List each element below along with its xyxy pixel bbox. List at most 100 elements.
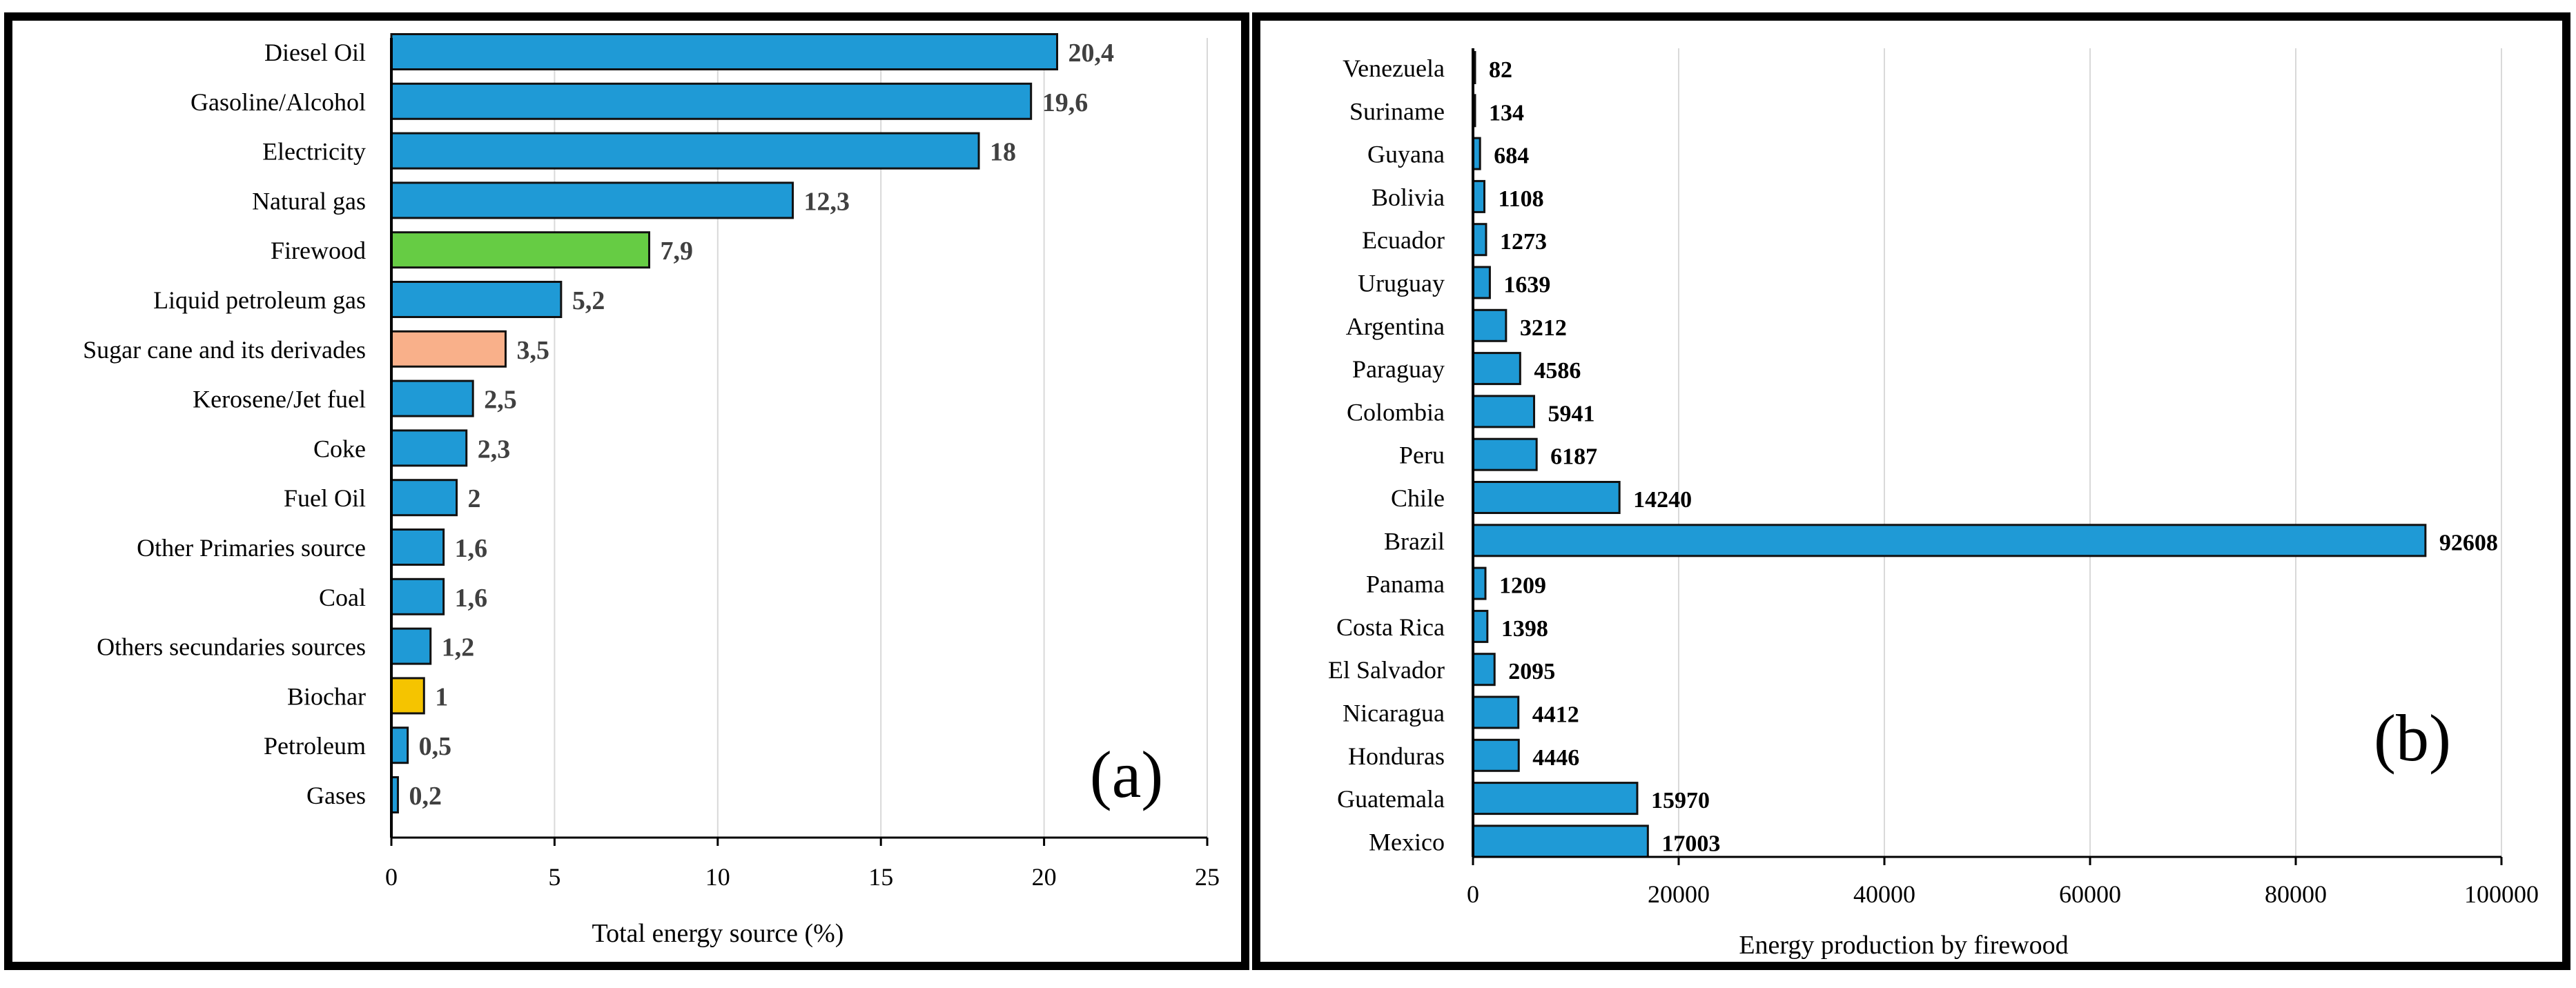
category-label: Kerosene/Jet fuel bbox=[193, 386, 366, 413]
chart-b-value-labels: 82 134 684 1108 1273 1639 3212 4586 5941 6187 1424… bbox=[1489, 57, 2498, 856]
category-label: El Salvador bbox=[1328, 656, 1445, 684]
value-label: 1639 bbox=[1503, 273, 1550, 298]
x-tick-label: 40000 bbox=[1853, 880, 1915, 908]
bar-brazil bbox=[1472, 524, 2427, 557]
category-label: Suriname bbox=[1349, 97, 1445, 125]
value-label: 17003 bbox=[1661, 831, 1720, 856]
category-label: Natural gas bbox=[252, 187, 366, 215]
value-label: 2 bbox=[468, 484, 481, 513]
chart-a-bars bbox=[390, 33, 1059, 813]
category-label: Coke bbox=[313, 435, 366, 462]
bar-bolivia bbox=[1472, 179, 1486, 213]
value-label: 6187 bbox=[1550, 444, 1597, 470]
chart-b-gridlines bbox=[1678, 48, 2502, 857]
category-label: Nicaragua bbox=[1343, 700, 1445, 727]
panel-a-frame bbox=[4, 12, 1249, 970]
category-label: Paraguay bbox=[1352, 355, 1445, 383]
value-label: 2,5 bbox=[484, 386, 517, 415]
category-label: Guatemala bbox=[1337, 785, 1445, 813]
category-label: Colombia bbox=[1347, 398, 1445, 426]
chart-b-x-axis-title: Energy production by firewood bbox=[1739, 931, 2068, 960]
chart-b-panel-label: (b) bbox=[2374, 701, 2451, 775]
value-label: 1273 bbox=[1500, 229, 1547, 255]
x-tick-label: 25 bbox=[1195, 863, 1220, 891]
x-tick-label: 20 bbox=[1032, 863, 1057, 891]
category-label: Ecuador bbox=[1362, 226, 1445, 254]
chart-a-panel-label: (a) bbox=[1090, 738, 1164, 811]
bar-honduras bbox=[1472, 738, 1520, 772]
bar-coal bbox=[390, 577, 445, 615]
value-label: 3,5 bbox=[516, 336, 549, 365]
x-tick-label: 5 bbox=[548, 863, 560, 891]
category-label: Uruguay bbox=[1358, 270, 1445, 297]
category-label: Brazil bbox=[1384, 527, 1445, 555]
value-label: 20,4 bbox=[1069, 39, 1115, 68]
x-tick-label: 80000 bbox=[2265, 880, 2327, 908]
category-label: Biochar bbox=[287, 682, 366, 710]
x-tick-label: 0 bbox=[385, 863, 398, 891]
value-label: 1209 bbox=[1499, 573, 1546, 599]
bar-coke bbox=[390, 429, 468, 467]
value-label: 15970 bbox=[1651, 788, 1710, 813]
category-label: Bolivia bbox=[1372, 184, 1445, 211]
category-label: Diesel Oil bbox=[264, 39, 366, 66]
x-tick-label: 100000 bbox=[2464, 880, 2539, 908]
value-label: 134 bbox=[1489, 100, 1524, 126]
value-label: 3212 bbox=[1520, 315, 1567, 341]
bar-mexico bbox=[1472, 824, 1649, 858]
value-label: 4412 bbox=[1532, 702, 1579, 728]
bar-nicaragua bbox=[1472, 695, 1520, 729]
value-label: 5941 bbox=[1548, 401, 1595, 426]
bar-chile bbox=[1472, 481, 1621, 514]
bar-costa-rica bbox=[1472, 609, 1489, 643]
category-label: Costa Rica bbox=[1336, 613, 1445, 641]
value-label: 1398 bbox=[1501, 616, 1548, 642]
chart-a-gridlines bbox=[554, 38, 1208, 838]
bar-panama bbox=[1472, 566, 1487, 600]
bar-liquid-petroleum-gas bbox=[390, 281, 563, 318]
bar-firewood bbox=[390, 231, 651, 269]
bar-petroleum bbox=[390, 727, 409, 764]
category-label: Panama bbox=[1366, 571, 1445, 598]
category-label: Coal bbox=[319, 584, 366, 611]
chart-b-bars bbox=[1472, 51, 2427, 858]
value-label: 18 bbox=[990, 138, 1016, 167]
bar-electricity bbox=[390, 132, 980, 170]
x-tick-label: 15 bbox=[868, 863, 893, 891]
chart-a: Diesel Oil Gasoline/Alcohol Electricity Nat… bbox=[83, 33, 1220, 948]
panel-b-frame bbox=[1252, 12, 2570, 970]
chart-a-value-labels: 20,4 19,6 18 12,3 7,9 5,2 3,5 2,5 2,3 2 1,6 1,6 1,2 1… bbox=[409, 39, 1114, 811]
value-label: 82 bbox=[1489, 57, 1512, 83]
bar-other-primaries-source bbox=[390, 528, 445, 566]
bar-kerosene-jet-fuel bbox=[390, 379, 474, 417]
x-tick-label: 20000 bbox=[1648, 880, 1710, 908]
value-label: 4446 bbox=[1532, 745, 1579, 771]
chart-b-tick-labels: 0 20000 40000 60000 80000 100000 bbox=[1467, 880, 2539, 908]
category-label: Petroleum bbox=[264, 732, 366, 760]
chart-b-category-labels: Venezuela Suriname Guyana Bolivia Ecuador Uru… bbox=[1328, 55, 1445, 856]
value-label: 1108 bbox=[1499, 186, 1544, 212]
x-tick-label: 10 bbox=[705, 863, 730, 891]
value-label: 684 bbox=[1494, 144, 1529, 169]
x-tick-label: 60000 bbox=[2059, 880, 2121, 908]
bar-colombia bbox=[1472, 395, 1536, 428]
chart-a-x-axis-title: Total energy source (%) bbox=[592, 919, 844, 948]
bar-uruguay bbox=[1472, 266, 1491, 299]
value-label: 0,5 bbox=[419, 732, 452, 761]
value-label: 1,2 bbox=[442, 633, 475, 662]
bar-gasoline-alcohol bbox=[390, 82, 1033, 120]
value-label: 12,3 bbox=[804, 187, 850, 216]
bar-natural-gas bbox=[390, 181, 794, 219]
value-label: 0,2 bbox=[409, 782, 442, 811]
category-label: Liquid petroleum gas bbox=[153, 286, 366, 314]
bar-ecuador bbox=[1472, 223, 1487, 257]
bar-biochar bbox=[390, 677, 425, 715]
category-label: Mexico bbox=[1369, 828, 1445, 856]
category-label: Venezuela bbox=[1343, 55, 1445, 82]
value-label: 2095 bbox=[1508, 659, 1555, 684]
value-label: 1,6 bbox=[455, 534, 488, 563]
value-label: 14240 bbox=[1633, 487, 1692, 513]
bar-peru bbox=[1472, 437, 1538, 471]
